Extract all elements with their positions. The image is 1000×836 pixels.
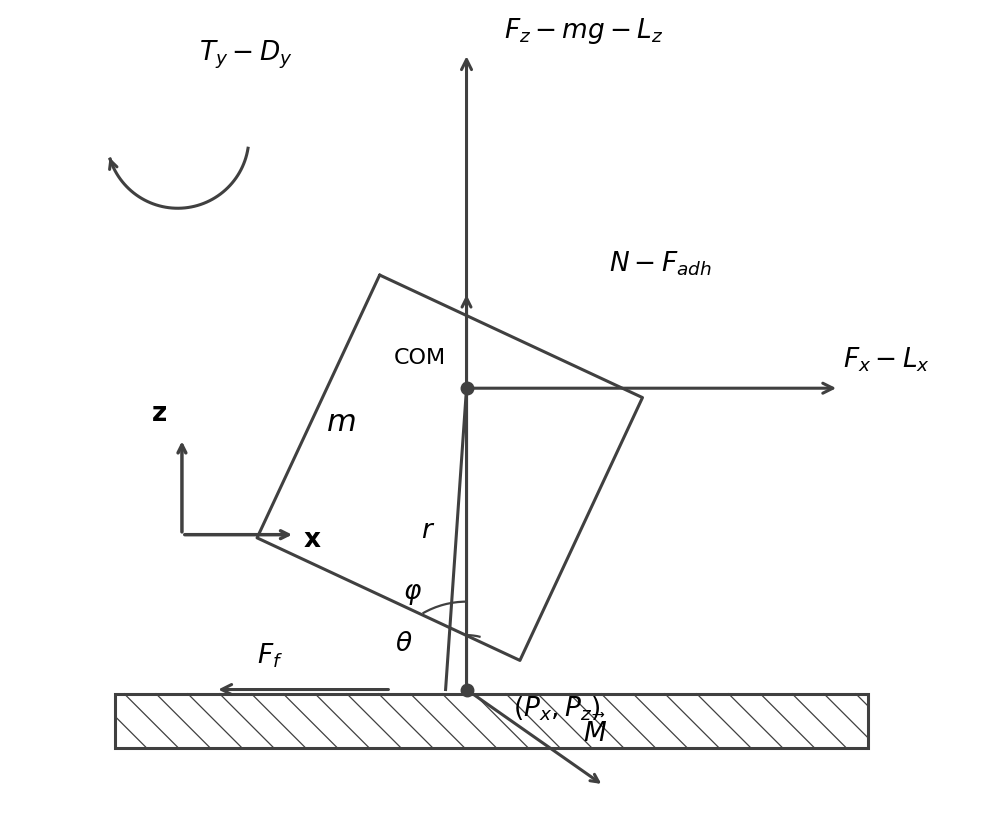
Text: $(P_x, P_z)$: $(P_x, P_z)$: [513, 694, 600, 722]
Text: $\varphi$: $\varphi$: [403, 580, 422, 607]
Text: COM: COM: [393, 348, 446, 368]
Text: $\vec{M}$: $\vec{M}$: [583, 715, 607, 747]
Text: $F_z - mg - L_z$: $F_z - mg - L_z$: [504, 16, 664, 46]
Text: $F_f$: $F_f$: [257, 640, 283, 669]
Text: $N - F_{adh}$: $N - F_{adh}$: [609, 249, 712, 278]
Bar: [115, 694, 868, 748]
Text: $r$: $r$: [421, 517, 435, 544]
Text: $m$: $m$: [326, 408, 356, 436]
Text: $\mathbf{z}$: $\mathbf{z}$: [151, 400, 167, 426]
Text: $T_y - D_y$: $T_y - D_y$: [199, 38, 292, 70]
Text: $F_x - L_x$: $F_x - L_x$: [843, 345, 930, 374]
Text: $\theta$: $\theta$: [395, 630, 413, 657]
Text: $\mathbf{x}$: $\mathbf{x}$: [303, 526, 322, 553]
